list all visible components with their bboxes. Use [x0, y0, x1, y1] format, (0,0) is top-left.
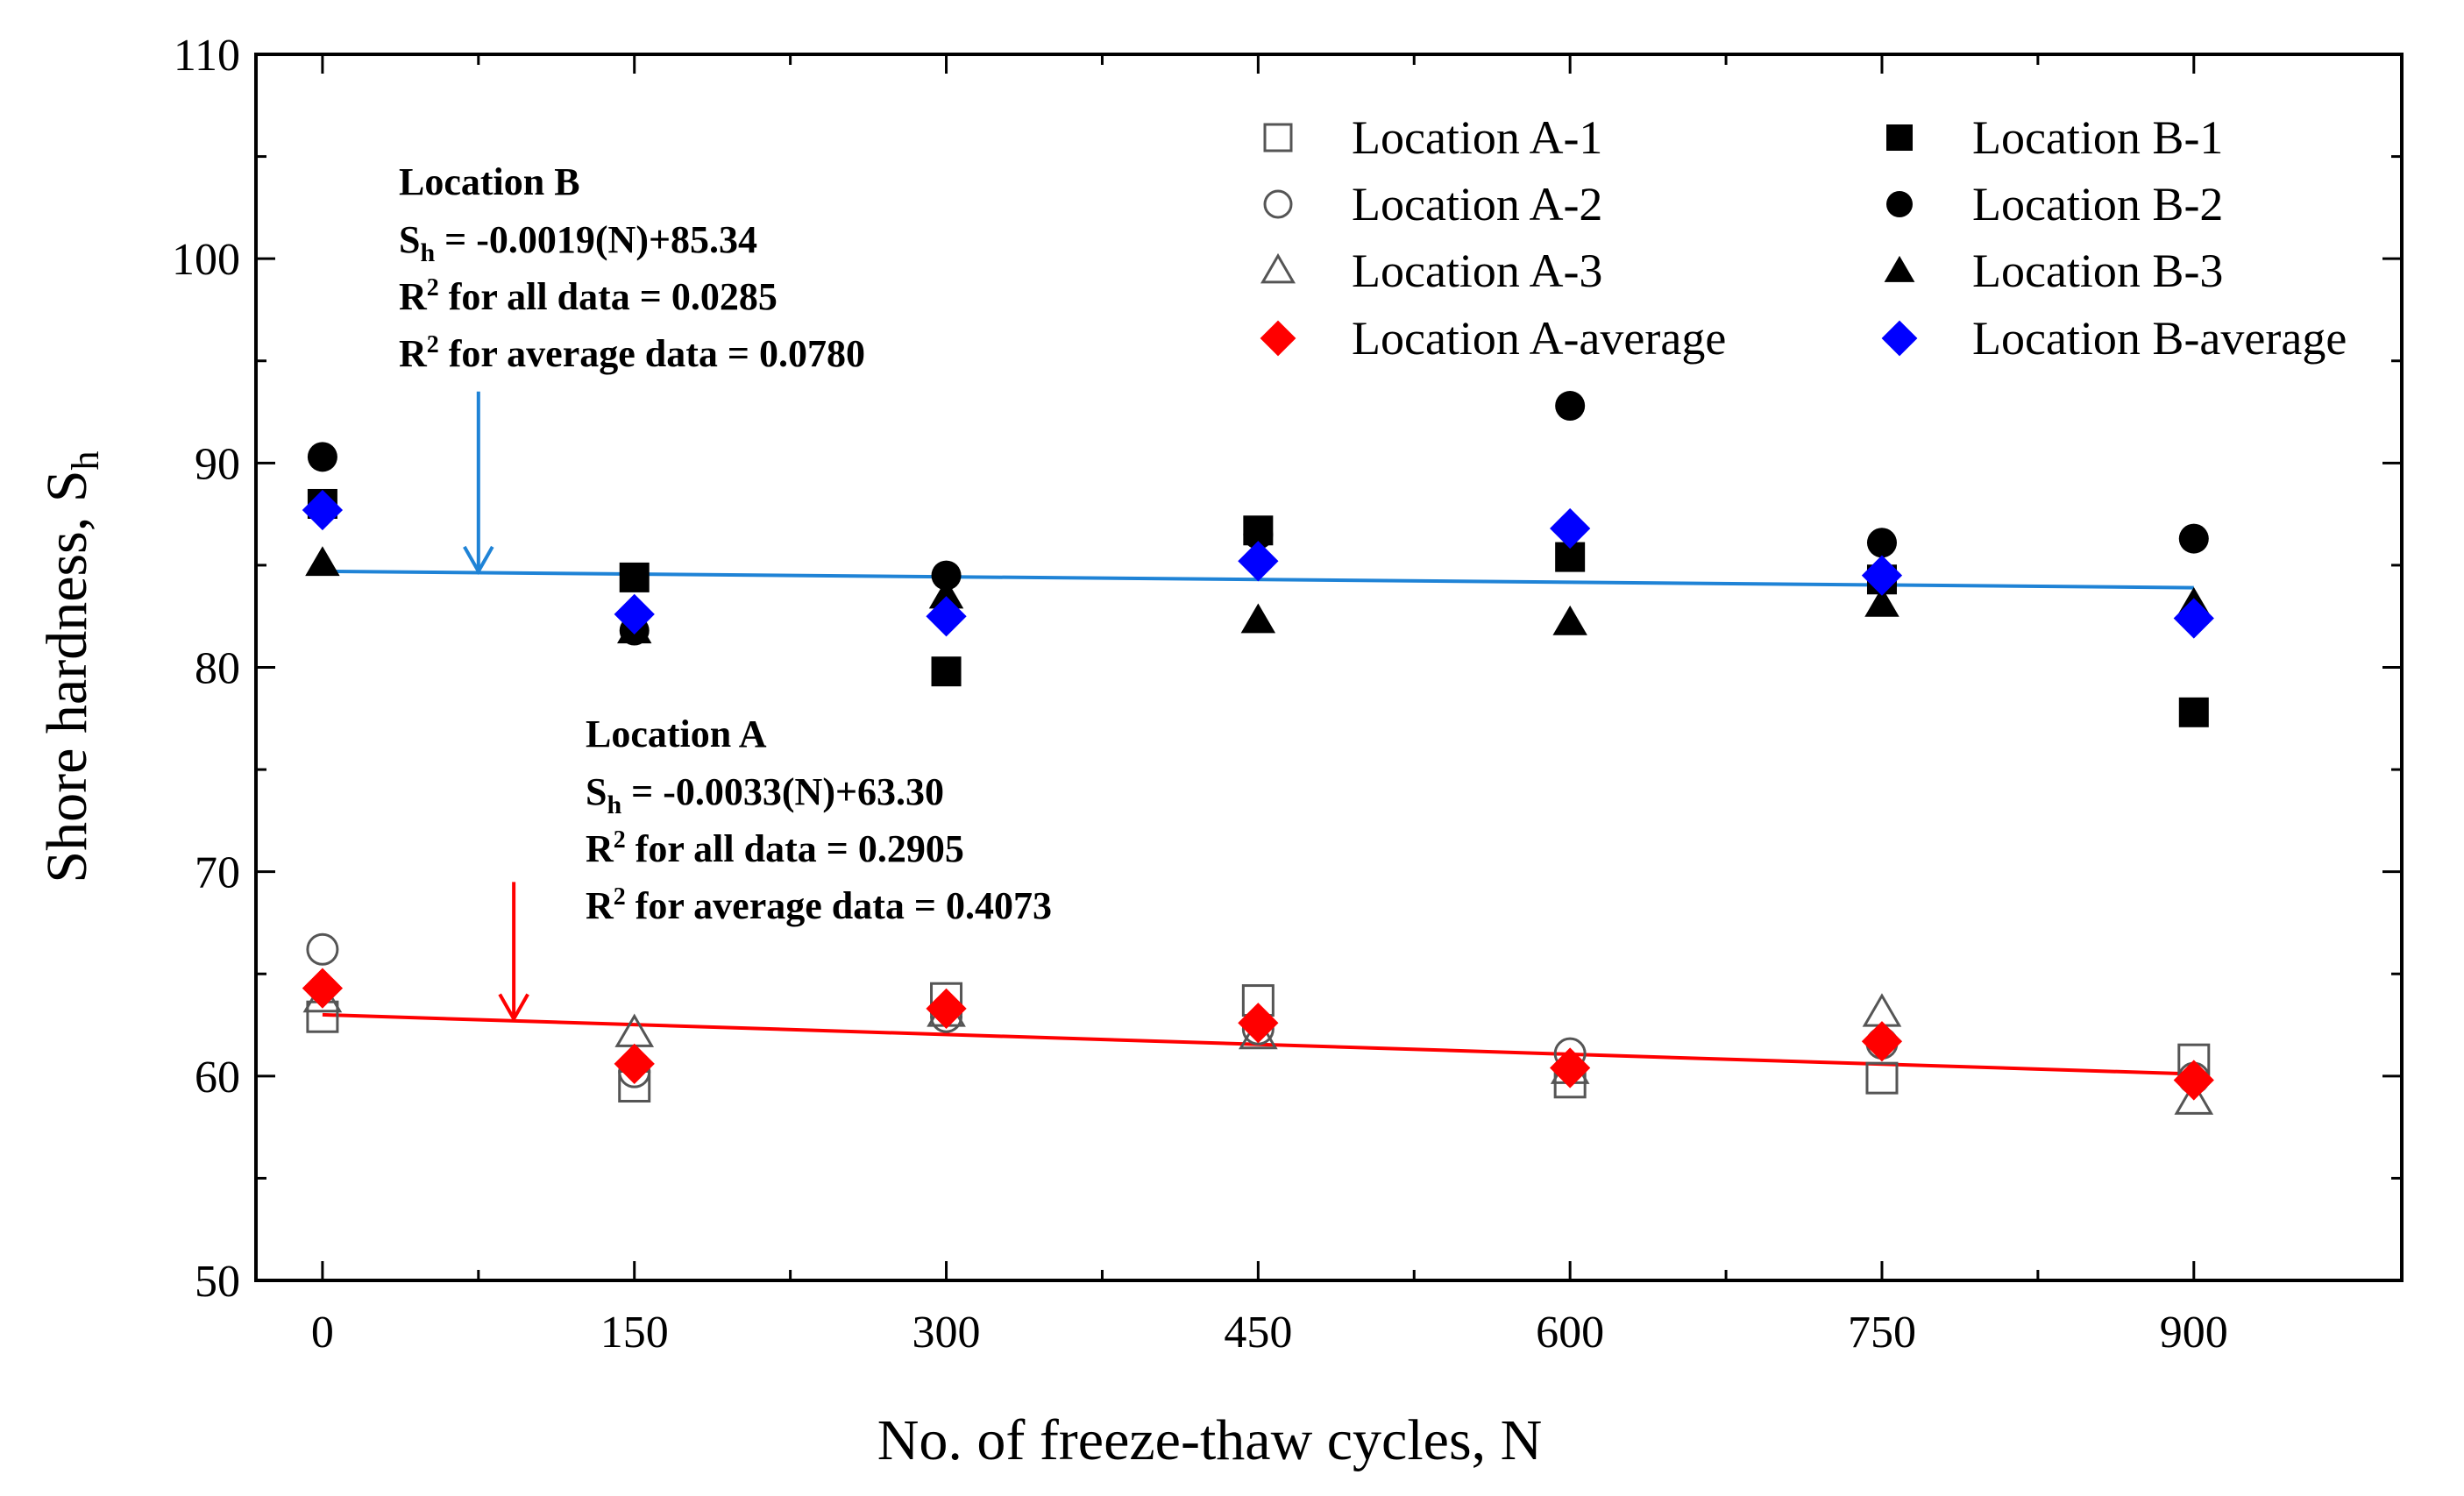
point-location-a-average [1861, 1021, 1903, 1062]
x-tick-label: 600 [1536, 1308, 1604, 1358]
legend-label-location-a-3: Location A-3 [1352, 245, 1602, 297]
legend-item-location-b-2: Location B-2 [1886, 178, 2223, 230]
annotation-a-r2-average: R2 for average data = 0.4073 [586, 883, 1052, 927]
point-location-a-3 [2174, 1081, 2214, 1115]
annotation-b-equation: Sh = -0.0019(N)+85.34 [399, 218, 757, 267]
y-axis-label: Shore hardness, Sh [35, 450, 107, 883]
point-location-b-3 [1552, 605, 1587, 635]
point-location-b-1 [2178, 697, 2209, 727]
point-location-b-1 [619, 562, 650, 592]
legend-item-location-b-1: Location B-1 [1886, 111, 2223, 164]
x-tick-label: 450 [1224, 1308, 1292, 1358]
series-location-a-3 [302, 978, 2214, 1115]
y-tick-label: 70 [195, 848, 240, 898]
annotation-b-r2-all: R2 for all data = 0.0285 [399, 274, 778, 318]
annotation-b-r2-average: R2 for average data = 0.0780 [399, 331, 865, 375]
point-location-b-2 [1555, 391, 1586, 422]
point-location-b-average [2173, 598, 2214, 639]
point-location-a-1 [1865, 1061, 1899, 1095]
point-location-b-2 [1866, 528, 1897, 558]
arrowhead-location-a [498, 993, 529, 1023]
fit-lines [322, 569, 2194, 1076]
point-location-a-average [1238, 1003, 1279, 1044]
point-location-b-3 [928, 578, 964, 609]
point-location-b-2 [2178, 523, 2209, 554]
legend-marker-location-a-3 [1260, 252, 1296, 284]
legend-label-location-b-3: Location B-3 [1972, 245, 2223, 297]
x-tick-label: 900 [2160, 1308, 2228, 1358]
annotation-location-b: Location B Sh = -0.0019(N)+85.34 R2 for … [399, 160, 865, 375]
point-location-a-2 [306, 932, 339, 966]
point-location-a-average [614, 1043, 655, 1084]
legend-item-location-b-3: Location B-3 [1884, 245, 2223, 297]
annotation-location-a: Location A Sh = -0.0033(N)+63.30 R2 for … [586, 713, 1052, 927]
arrowhead-location-b [463, 545, 494, 575]
point-location-b-3 [305, 546, 340, 577]
legend-marker-location-a-1 [1263, 123, 1293, 152]
point-location-b-average [1550, 507, 1591, 549]
legend-marker-location-b-3 [1884, 255, 1915, 282]
x-tick-label: 300 [912, 1308, 981, 1358]
annotation-a-equation: Sh = -0.0033(N)+63.30 [586, 770, 944, 819]
point-location-a-average [1550, 1047, 1591, 1088]
legend-label-location-b-average: Location B-average [1972, 312, 2347, 365]
point-location-b-3 [1864, 586, 1899, 617]
legend-label-location-b-2: Location B-2 [1972, 178, 2223, 230]
point-location-a-average [302, 968, 344, 1009]
legend-label-location-a-2: Location A-2 [1352, 178, 1602, 230]
legend-item-location-b-average: Location B-average [1881, 312, 2347, 365]
legend-marker-location-b-2 [1886, 191, 1913, 217]
y-tick-label: 100 [172, 235, 240, 285]
point-location-b-average [614, 593, 655, 635]
legend-marker-location-a-average [1260, 320, 1296, 357]
annotation-a-title: Location A [586, 713, 767, 755]
y-tick-label: 90 [195, 439, 240, 489]
point-location-a-3 [614, 1013, 655, 1047]
x-tick-label: 750 [1848, 1308, 1916, 1358]
point-location-b-average [1238, 541, 1279, 582]
series-location-a-average [302, 968, 2214, 1101]
data-points [302, 391, 2214, 1115]
legend-label-location-a-average: Location A-average [1352, 312, 1726, 365]
y-tick-label: 80 [195, 644, 240, 694]
point-location-b-3 [1240, 603, 1276, 634]
legend-label-location-b-1: Location B-1 [1972, 111, 2223, 164]
annotation-arrows [463, 391, 529, 1023]
point-location-a-average [2173, 1060, 2214, 1101]
annotation-a-r2-all: R2 for all data = 0.2905 [586, 826, 964, 870]
point-location-b-2 [307, 442, 337, 472]
legend-marker-location-b-1 [1886, 124, 1913, 151]
x-tick-label: 150 [600, 1308, 669, 1358]
legend-item-location-a-1: Location A-1 [1263, 111, 1602, 164]
legend-item-location-a-average: Location A-average [1260, 312, 1726, 365]
x-axis-label: No. of freeze-thaw cycles, N [877, 1408, 1543, 1472]
y-tick-label: 110 [174, 31, 240, 81]
point-location-b-2 [1243, 519, 1274, 549]
axes: 0 150 300 450 600 750 900 50 60 70 80 90 100 110 [172, 31, 2402, 1358]
point-location-b-2 [931, 560, 962, 591]
legend-item-location-a-2: Location A-2 [1263, 178, 1602, 230]
x-tick-label: 0 [311, 1308, 334, 1358]
point-location-b-average [302, 489, 344, 531]
point-location-b-average [926, 596, 967, 637]
annotation-b-title: Location B [399, 160, 580, 203]
y-tick-label: 60 [195, 1053, 240, 1103]
legend: Location A-1 Location A-2 Location A-3 Loca… [1260, 111, 2347, 365]
point-location-b-1 [931, 656, 962, 687]
legend-item-location-a-3: Location A-3 [1260, 245, 1602, 297]
legend-label-location-a-1: Location A-1 [1352, 111, 1602, 164]
point-location-a-average [926, 988, 967, 1030]
point-location-b-average [1861, 555, 1903, 596]
series-location-b-average [302, 489, 2214, 639]
legend-marker-location-b-average [1881, 320, 1918, 357]
y-tick-label: 50 [195, 1257, 240, 1307]
point-location-a-3 [1862, 993, 1902, 1027]
legend-marker-location-a-2 [1263, 189, 1293, 219]
